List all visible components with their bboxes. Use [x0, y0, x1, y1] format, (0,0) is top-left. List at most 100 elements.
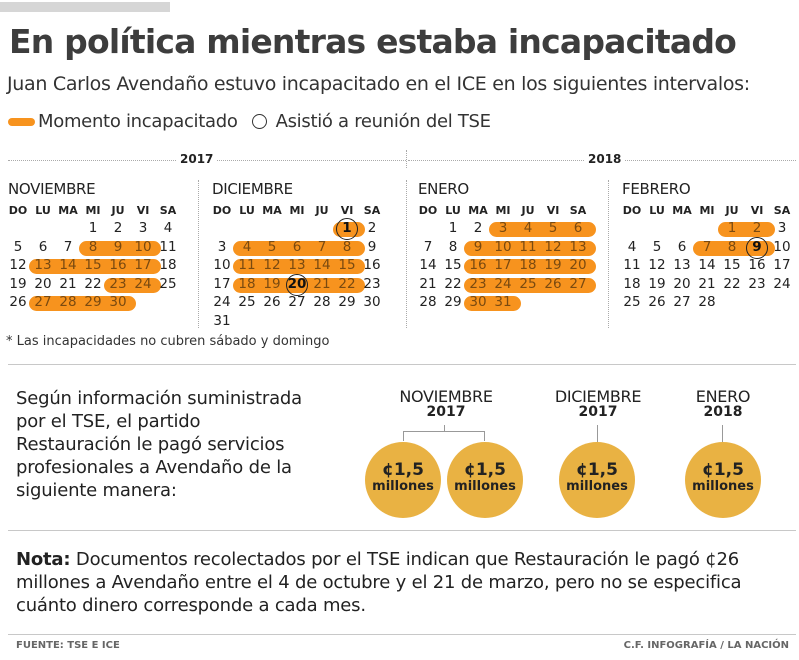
weekday-header: DO — [8, 204, 28, 217]
calendar-day: 12 — [9, 257, 27, 273]
weekday-header: VI — [750, 204, 764, 217]
calendar-day: 4 — [523, 220, 533, 236]
calendar-day: 23 — [363, 275, 381, 292]
incapacity-bar — [233, 240, 365, 256]
weekday-header: MA — [58, 204, 78, 217]
weekday-header: MA — [262, 204, 282, 217]
calendar-day: 14 — [419, 257, 437, 273]
calendar-day: 23 — [109, 275, 127, 292]
calendar-day: 25 — [519, 275, 537, 292]
calendar-day: 19 — [263, 275, 281, 292]
incapacity-bar — [233, 259, 365, 274]
calendar-day: 1 — [448, 220, 458, 236]
weekday-header: MI — [85, 204, 101, 217]
legend-meeting-label: Asistió a reunión del TSE — [275, 111, 491, 132]
weekday-header: LU — [649, 204, 665, 217]
calendar-day: 5 — [13, 238, 23, 255]
meeting-circle-icon — [336, 218, 358, 240]
calendar-day: 5 — [652, 238, 662, 255]
incapacity-bar — [464, 296, 521, 311]
calendar-day: 7 — [63, 238, 73, 255]
calendar-day: 4 — [242, 238, 252, 255]
payments-intro: Según información suministrada por el TS… — [16, 388, 302, 501]
calendar-day: 30 — [109, 294, 127, 310]
weekday-header: LU — [239, 204, 255, 217]
month-name: DICIEMBRE — [212, 180, 293, 198]
connector-line — [722, 425, 723, 442]
coin-amount: ¢1,5 — [576, 460, 618, 480]
calendar-day: 24 — [773, 275, 791, 292]
weekday-header: MI — [699, 204, 715, 217]
weekday-header: JU — [725, 204, 739, 217]
top-accent-bar — [0, 2, 170, 12]
calendar-day: 10 — [494, 238, 512, 255]
calendar-day: 3 — [777, 220, 787, 236]
calendar-day: 13 — [569, 238, 587, 255]
credit: C.F. INFOGRAFÍA / LA NACIÓN — [623, 640, 789, 651]
calendar-day: 4 — [627, 238, 637, 255]
divider — [8, 634, 796, 635]
payment-year-label: 2017 — [426, 404, 466, 420]
calendar-day: 29 — [444, 294, 462, 310]
calendar-day: 27 — [288, 294, 306, 310]
calendar-day: 13 — [34, 257, 52, 273]
weekday-header: JU — [521, 204, 535, 217]
note-label: Nota: — [16, 549, 71, 570]
payment-month-noviembre: NOVIEMBRE 2017 — [376, 387, 516, 420]
month-name: ENERO — [418, 180, 469, 198]
calendar-day: 26 — [263, 294, 281, 310]
calendar-day: 2 — [367, 220, 377, 236]
calendar-day: 19 — [648, 275, 666, 292]
payment-month-enero: ENERO 2018 — [653, 387, 793, 420]
meeting-circle-icon — [746, 236, 768, 259]
calendar-day: 15 — [444, 257, 462, 273]
month-name: FEBRERO — [622, 180, 691, 198]
calendar-day: 9 — [113, 238, 123, 255]
calendar-day: 27 — [673, 294, 691, 310]
calendar-day: 28 — [313, 294, 331, 310]
calendar-day: 18 — [519, 257, 537, 273]
calendar-day: 5 — [548, 220, 558, 236]
note: Nota: Documentos recolectados por el TSE… — [16, 548, 786, 617]
payment-month-diciembre: DICIEMBRE 2017 — [528, 387, 668, 420]
payment-year-label: 2018 — [703, 404, 743, 420]
calendar-day: 10 — [134, 238, 152, 255]
calendar-day: 16 — [748, 257, 766, 273]
payment-month-label: ENERO — [695, 387, 751, 406]
calendar-day: 9 — [473, 238, 483, 255]
calendar-day: 26 — [9, 294, 27, 310]
weekday-header: SA — [569, 204, 587, 217]
calendar-day: 22 — [338, 275, 356, 292]
calendar-day: 7 — [317, 238, 327, 255]
calendar-day: 18 — [623, 275, 641, 292]
calendar-day: 14 — [313, 257, 331, 273]
payment-coin: ¢1,5 millones — [447, 442, 523, 518]
calendar-day: 8 — [88, 238, 98, 255]
calendar-day: 17 — [213, 275, 231, 292]
weekday-header: MI — [289, 204, 305, 217]
incapacity-bar — [29, 259, 161, 274]
calendar-day: 13 — [288, 257, 306, 273]
calendar-day: 11 — [519, 238, 537, 255]
weekday-header: LU — [445, 204, 461, 217]
calendar-day: 1 — [727, 220, 737, 236]
payment-month-label: DICIEMBRE — [554, 387, 642, 406]
calendar-day: 6 — [677, 238, 687, 255]
calendar-day: 5 — [267, 238, 277, 255]
calendar-day: 25 — [238, 294, 256, 310]
weekday-header: MA — [672, 204, 692, 217]
calendar-day: 11 — [623, 257, 641, 273]
month-separator — [608, 180, 609, 328]
legend: Momento incapacitado Asistió a reunión d… — [8, 111, 491, 132]
calendar-day: 11 — [238, 257, 256, 273]
calendar-day: 6 — [292, 238, 302, 255]
divider — [8, 530, 796, 531]
calendar-day: 14 — [59, 257, 77, 273]
calendar-day: 17 — [773, 257, 791, 273]
calendar-day: 14 — [698, 257, 716, 273]
calendar-day: 12 — [544, 238, 562, 255]
weekday-header: VI — [340, 204, 354, 217]
calendar-day: 16 — [109, 257, 127, 273]
calendar-day: 31 — [213, 312, 231, 329]
divider — [8, 364, 796, 365]
